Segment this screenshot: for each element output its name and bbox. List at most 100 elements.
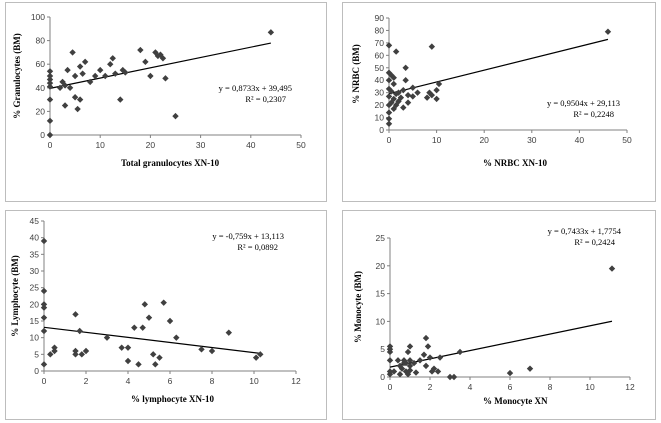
y-tick-label: 45 [30, 216, 40, 226]
data-point [400, 357, 408, 364]
data-point [157, 51, 164, 58]
y-tick-label: 90 [375, 13, 385, 23]
data-point [394, 357, 402, 364]
y-tick-label: 25 [30, 283, 40, 293]
data-point [72, 311, 79, 318]
data-point [386, 357, 394, 364]
data-point [385, 77, 393, 84]
data-point [86, 78, 94, 86]
y-tick-label: 35 [30, 249, 40, 259]
x-tick-label: 40 [246, 140, 256, 150]
data-point [173, 334, 180, 341]
data-point [109, 55, 116, 62]
data-point [406, 357, 414, 364]
data-point [526, 365, 534, 372]
data-point [40, 327, 48, 335]
data-point [51, 344, 58, 351]
x-tick-label: 0 [48, 140, 53, 150]
data-point [409, 84, 416, 91]
data-point [124, 344, 132, 351]
data-point [385, 42, 393, 49]
y-tick-label: 15 [30, 316, 40, 326]
data-point [46, 68, 54, 75]
data-point [402, 359, 410, 367]
trendline-equation: y = 0,8733x + 39,495 [219, 83, 292, 93]
scatter-chart-granulocytes: 0 20 40 60 80 100 0 10 20 30 40 50 Total granulocyte… [12, 12, 306, 168]
x-tick-label: 20 [479, 135, 489, 145]
data-point [414, 89, 421, 96]
y-axis-label: % Lymphocyte (BM) [10, 255, 20, 337]
y-tick-label: 5 [34, 349, 39, 359]
data-point [47, 351, 54, 358]
data-point [208, 347, 216, 355]
chart-panel-lymphocyte: 0 5 10 15 20 25 30 35 40 45 0 2 4 6 8 10 12 % lymphocyte … [5, 210, 327, 420]
data-point [72, 351, 79, 358]
data-point [118, 344, 125, 351]
data-point [404, 99, 412, 106]
data-point [395, 98, 402, 105]
data-point [385, 120, 393, 127]
data-point [159, 55, 167, 62]
data-point [397, 94, 405, 101]
x-tick-label: 30 [196, 140, 206, 150]
data-point [51, 347, 58, 355]
data-point [390, 368, 398, 375]
data-point [426, 89, 433, 96]
scatter-chart-monocyte: 0 5 10 15 20 25 0 2 4 6 8 10 12 % Monocyte XN % Monocy… [353, 226, 635, 406]
data-point [74, 105, 81, 113]
data-point [103, 334, 111, 341]
y-tick-label: 0 [380, 372, 385, 382]
x-tick-label: 4 [468, 382, 473, 392]
y-tick-label: 20 [376, 261, 386, 271]
data-point [40, 301, 48, 308]
chart-panel-nrbc: 0 10 20 30 40 50 60 70 80 90 0 10 20 30 40 50 % NRBC XN-… [342, 2, 656, 202]
data-point [56, 84, 64, 91]
x-tick-label: 0 [42, 376, 47, 386]
data-point [112, 70, 119, 77]
data-point [102, 72, 109, 80]
data-point [385, 69, 393, 76]
data-point [446, 373, 454, 381]
y-tick-label: 30 [375, 88, 385, 98]
data-point [76, 327, 83, 335]
trendline [389, 320, 613, 368]
data-point [156, 354, 163, 361]
y-tick-label: 15 [376, 289, 386, 299]
x-axis-label: % NRBC XN-10 [483, 158, 547, 168]
x-tick-label: 30 [527, 135, 537, 145]
data-point [71, 94, 79, 101]
data-point [604, 28, 612, 35]
y-tick-label: 5 [380, 344, 385, 354]
data-point [79, 70, 86, 77]
data-point [147, 72, 154, 80]
data-point [436, 354, 444, 361]
x-tick-label: 8 [548, 382, 553, 392]
data-point [72, 347, 79, 355]
trendline-equation: y = 0,9504x + 29,113 [547, 98, 620, 108]
data-point [137, 46, 144, 54]
data-point [46, 76, 54, 83]
data-point [252, 354, 260, 361]
data-point [428, 368, 436, 375]
data-point [119, 66, 126, 74]
data-point [422, 362, 430, 370]
y-tick-label: 40 [36, 83, 46, 93]
data-point [416, 357, 424, 364]
data-point [410, 359, 418, 367]
data-point [433, 86, 440, 94]
y-tick-label: 0 [34, 366, 39, 376]
x-tick-label: 2 [84, 376, 89, 386]
data-point [423, 94, 431, 101]
data-point [402, 77, 409, 84]
data-point [46, 83, 54, 90]
data-point [76, 96, 84, 103]
data-point [400, 86, 407, 94]
data-point [40, 237, 48, 245]
scatter-chart-lymphocyte: 0 5 10 15 20 25 30 35 40 45 0 2 4 6 8 10 12 % lymphocyte … [10, 216, 301, 404]
x-tick-label: 12 [625, 382, 635, 392]
x-tick-label: 40 [575, 135, 585, 145]
data-point [424, 343, 432, 350]
y-tick-label: 20 [36, 106, 46, 116]
data-point [69, 49, 76, 56]
data-point [450, 373, 458, 381]
